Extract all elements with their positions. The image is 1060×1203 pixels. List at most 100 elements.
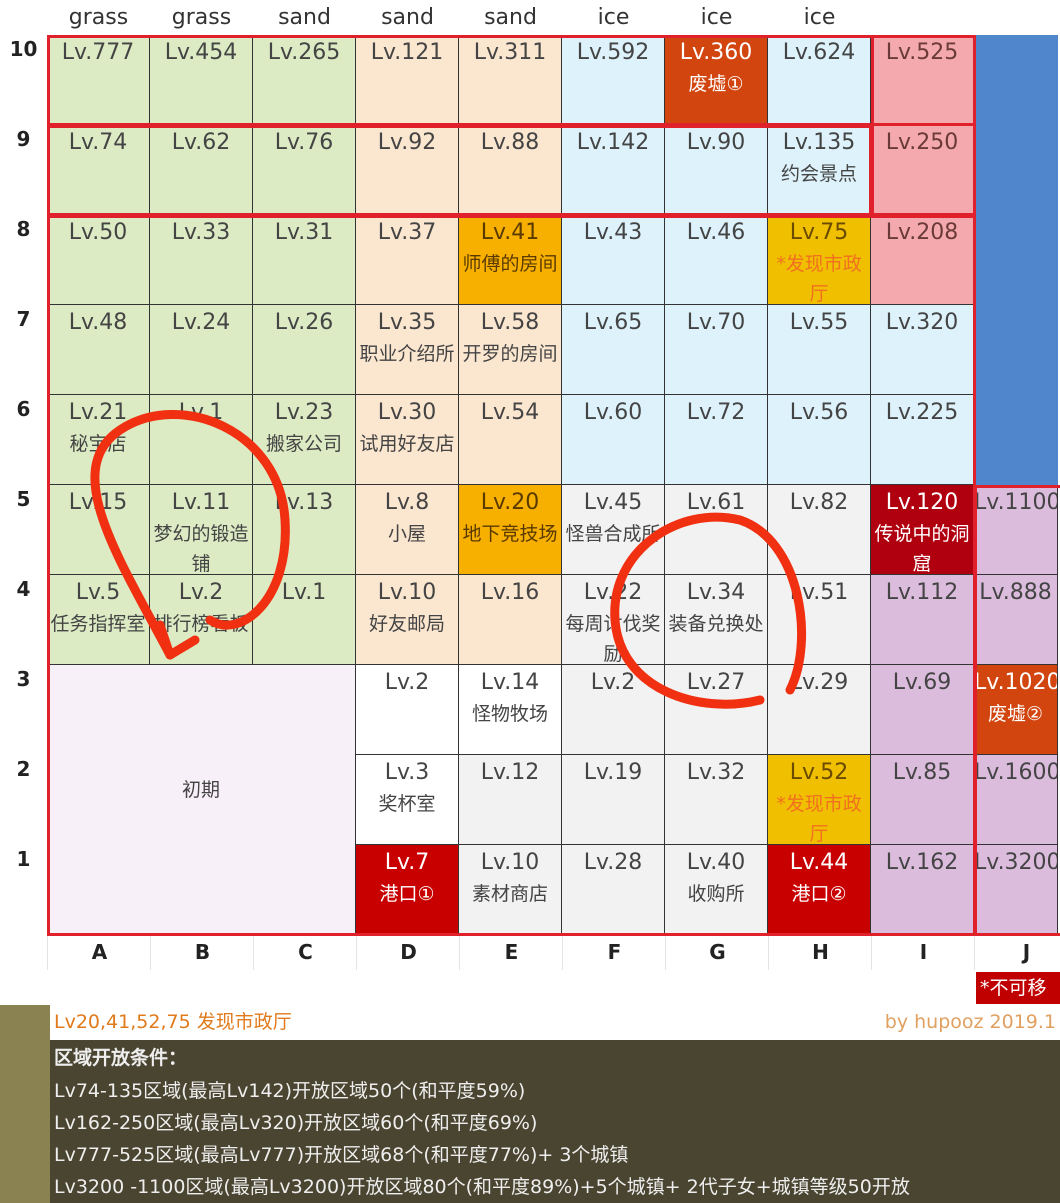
map-cell[interactable]: Lv.777: [47, 35, 150, 125]
map-cell[interactable]: Lv.3200: [974, 845, 1058, 935]
cell-level: Lv.142: [576, 130, 650, 155]
map-cell[interactable]: Lv.92: [356, 125, 459, 215]
map-cell[interactable]: Lv.120 传说中的洞窟: [871, 485, 974, 575]
map-cell[interactable]: Lv.142: [562, 125, 665, 215]
map-cell[interactable]: Lv.162: [871, 845, 974, 935]
map-cell[interactable]: Lv.12: [459, 755, 562, 845]
map-cell[interactable]: Lv.21 秘宝店: [47, 395, 150, 485]
map-cell[interactable]: Lv.135 约会景点: [768, 125, 871, 215]
cell-facility-name: 装备兑换处: [668, 613, 764, 635]
map-cell[interactable]: Lv.2: [356, 665, 459, 755]
legend-panel: Lv20,41,52,75 发现市政厅 by hupooz 2019.1 区域开…: [0, 1005, 1060, 1203]
map-cell[interactable]: Lv.40 收购所: [665, 845, 768, 935]
map-cell[interactable]: Lv.70: [665, 305, 768, 395]
cell-level: Lv.20: [480, 490, 540, 515]
map-cell[interactable]: Lv.14 怪物牧场: [459, 665, 562, 755]
map-cell[interactable]: Lv.45 怪兽合成所: [562, 485, 665, 575]
map-cell[interactable]: Lv.225: [871, 395, 974, 485]
map-cell[interactable]: Lv.69: [871, 665, 974, 755]
map-cell[interactable]: Lv.34 装备兑换处: [665, 575, 768, 665]
map-cell[interactable]: Lv.2 排行榜看板: [150, 575, 253, 665]
map-cell[interactable]: Lv.54: [459, 395, 562, 485]
map-cell[interactable]: Lv.76: [253, 125, 356, 215]
map-cell[interactable]: Lv.30 试用好友店: [356, 395, 459, 485]
map-cell[interactable]: Lv.74: [47, 125, 150, 215]
map-cell[interactable]: [974, 305, 1058, 395]
map-cell[interactable]: [974, 215, 1058, 305]
map-cell[interactable]: Lv.90: [665, 125, 768, 215]
map-cell[interactable]: Lv.23 搬家公司: [253, 395, 356, 485]
map-cell[interactable]: Lv.82: [768, 485, 871, 575]
map-cell[interactable]: Lv.48: [47, 305, 150, 395]
map-cell[interactable]: Lv.11 梦幻的锻造铺: [150, 485, 253, 575]
map-cell[interactable]: Lv.624: [768, 35, 871, 125]
map-cell[interactable]: [974, 125, 1058, 215]
map-cell[interactable]: Lv.88: [459, 125, 562, 215]
map-cell[interactable]: Lv.55: [768, 305, 871, 395]
map-cell[interactable]: Lv.32: [665, 755, 768, 845]
map-cell[interactable]: Lv.1020 废墟②: [974, 665, 1058, 755]
map-cell[interactable]: Lv.24: [150, 305, 253, 395]
map-cell[interactable]: Lv.60: [562, 395, 665, 485]
map-cell[interactable]: Lv.1: [253, 575, 356, 665]
legend-line: Lv74-135区域(最高Lv142)开放区域50个(和平度59%): [54, 1080, 526, 1102]
map-cell[interactable]: Lv.28: [562, 845, 665, 935]
map-cell[interactable]: Lv.888: [974, 575, 1058, 665]
map-cell[interactable]: Lv.35 职业介绍所: [356, 305, 459, 395]
map-cell[interactable]: Lv.250: [871, 125, 974, 215]
map-cell[interactable]: Lv.41 师傅的房间: [459, 215, 562, 305]
map-cell[interactable]: Lv.15: [47, 485, 150, 575]
map-cell[interactable]: Lv.72: [665, 395, 768, 485]
map-cell[interactable]: Lv.112: [871, 575, 974, 665]
map-cell[interactable]: Lv.2: [562, 665, 665, 755]
map-cell[interactable]: Lv.27: [665, 665, 768, 755]
map-cell[interactable]: Lv.7 港口①: [356, 845, 459, 935]
map-cell[interactable]: Lv.1100: [974, 485, 1058, 575]
map-cell[interactable]: Lv.3 奖杯室: [356, 755, 459, 845]
map-cell[interactable]: Lv.592: [562, 35, 665, 125]
map-cell[interactable]: Lv.75 *发现市政厅: [768, 215, 871, 305]
map-cell[interactable]: Lv.1600: [974, 755, 1058, 845]
map-cell[interactable]: [974, 35, 1058, 125]
terrain-header: grass: [68, 5, 129, 30]
map-cell[interactable]: Lv.208: [871, 215, 974, 305]
map-cell[interactable]: Lv.13: [253, 485, 356, 575]
map-cell[interactable]: Lv.10 好友邮局: [356, 575, 459, 665]
map-cell[interactable]: Lv.56: [768, 395, 871, 485]
map-cell[interactable]: Lv.44 港口②: [768, 845, 871, 935]
map-cell[interactable]: Lv.85: [871, 755, 974, 845]
map-cell[interactable]: Lv.525: [871, 35, 974, 125]
map-cell[interactable]: Lv.20 地下竞技场: [459, 485, 562, 575]
map-cell[interactable]: Lv.61: [665, 485, 768, 575]
map-cell[interactable]: Lv.1: [150, 395, 253, 485]
map-cell[interactable]: Lv.46: [665, 215, 768, 305]
map-cell[interactable]: Lv.454: [150, 35, 253, 125]
map-cell[interactable]: Lv.10 素材商店: [459, 845, 562, 935]
map-cell[interactable]: Lv.311: [459, 35, 562, 125]
map-cell[interactable]: Lv.65: [562, 305, 665, 395]
map-cell[interactable]: Lv.43: [562, 215, 665, 305]
map-cell[interactable]: [974, 395, 1058, 485]
map-cell[interactable]: Lv.121: [356, 35, 459, 125]
map-cell[interactable]: Lv.33: [150, 215, 253, 305]
map-cell[interactable]: Lv.8 小屋: [356, 485, 459, 575]
cell-level: Lv.33: [171, 220, 231, 245]
map-cell[interactable]: Lv.265: [253, 35, 356, 125]
map-cell[interactable]: Lv.29: [768, 665, 871, 755]
map-cell[interactable]: Lv.26: [253, 305, 356, 395]
map-cell[interactable]: Lv.51: [768, 575, 871, 665]
row-label: 4: [16, 577, 31, 601]
cell-level: Lv.85: [892, 760, 952, 785]
map-cell[interactable]: Lv.360 废墟①: [665, 35, 768, 125]
map-cell[interactable]: Lv.16: [459, 575, 562, 665]
map-cell[interactable]: Lv.5 任务指挥室: [47, 575, 150, 665]
map-cell[interactable]: Lv.37: [356, 215, 459, 305]
map-cell[interactable]: Lv.50: [47, 215, 150, 305]
map-cell[interactable]: Lv.320: [871, 305, 974, 395]
map-cell[interactable]: Lv.22 每周讨伐奖励: [562, 575, 665, 665]
map-cell[interactable]: Lv.52 *发现市政厅: [768, 755, 871, 845]
map-cell[interactable]: Lv.62: [150, 125, 253, 215]
map-cell[interactable]: Lv.19: [562, 755, 665, 845]
map-cell[interactable]: Lv.31: [253, 215, 356, 305]
map-cell[interactable]: Lv.58 开罗的房间: [459, 305, 562, 395]
